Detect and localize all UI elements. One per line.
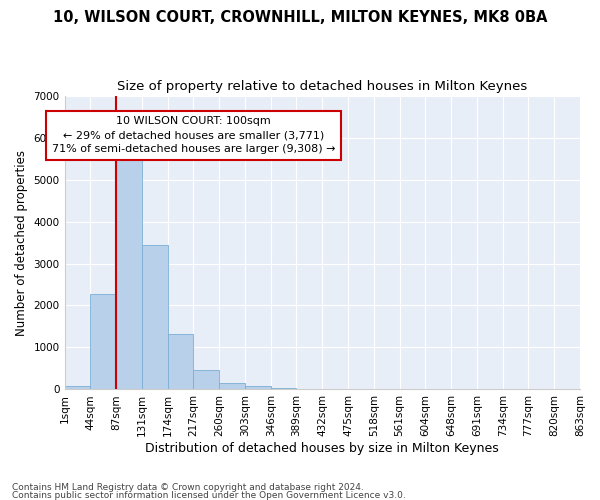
Y-axis label: Number of detached properties: Number of detached properties <box>15 150 28 336</box>
Bar <box>219 383 245 390</box>
Bar <box>167 334 193 390</box>
Text: Contains public sector information licensed under the Open Government Licence v3: Contains public sector information licen… <box>12 490 406 500</box>
Text: Contains HM Land Registry data © Crown copyright and database right 2024.: Contains HM Land Registry data © Crown c… <box>12 484 364 492</box>
X-axis label: Distribution of detached houses by size in Milton Keynes: Distribution of detached houses by size … <box>145 442 499 455</box>
Bar <box>116 160 142 390</box>
Bar <box>245 386 271 390</box>
Text: 10, WILSON COURT, CROWNHILL, MILTON KEYNES, MK8 0BA: 10, WILSON COURT, CROWNHILL, MILTON KEYN… <box>53 10 547 25</box>
Title: Size of property relative to detached houses in Milton Keynes: Size of property relative to detached ho… <box>117 80 527 93</box>
Bar <box>271 388 296 390</box>
Bar <box>65 386 91 390</box>
Text: 10 WILSON COURT: 100sqm
← 29% of detached houses are smaller (3,771)
71% of semi: 10 WILSON COURT: 100sqm ← 29% of detache… <box>52 116 335 154</box>
Bar <box>193 370 219 390</box>
Bar <box>91 294 116 390</box>
Bar <box>142 246 167 390</box>
